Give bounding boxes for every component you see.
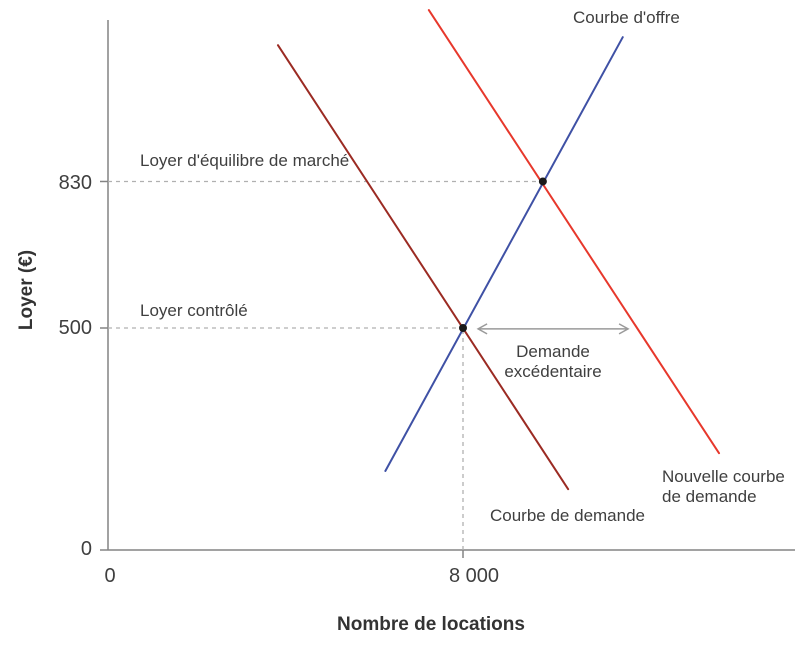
controlled-rent-point [459, 324, 467, 332]
new-demand-curve [427, 9, 721, 455]
y-tick-label-830: 830 [58, 172, 92, 194]
x-tick-label-8000: 8 000 [448, 565, 500, 587]
supply-curve [384, 36, 624, 472]
supply-curve-label: Courbe d'offre [573, 8, 680, 27]
controlled-rent-label: Loyer contrôlé [140, 301, 248, 320]
arrow-head-left [476, 323, 488, 335]
arrow-head-right [618, 323, 630, 335]
new-demand-curve-label: Nouvelle courbe de demande [662, 467, 785, 506]
demand-curve [276, 44, 570, 491]
x-tick-label-0: 0 [104, 565, 116, 587]
demand-curve-label: Courbe de demande [490, 506, 646, 525]
y-tick-label-0: 0 [80, 538, 92, 560]
market-equilibrium-point [538, 177, 547, 186]
excess-demand-label: Demande excédentaire [504, 342, 602, 381]
equilibrium-rent-label: Loyer d'équilibre de marché [140, 151, 350, 170]
y-axis-title: Loyer (€) [16, 249, 37, 331]
x-axis-title: Nombre de locations [337, 614, 525, 635]
y-tick-label-500: 500 [58, 317, 92, 339]
